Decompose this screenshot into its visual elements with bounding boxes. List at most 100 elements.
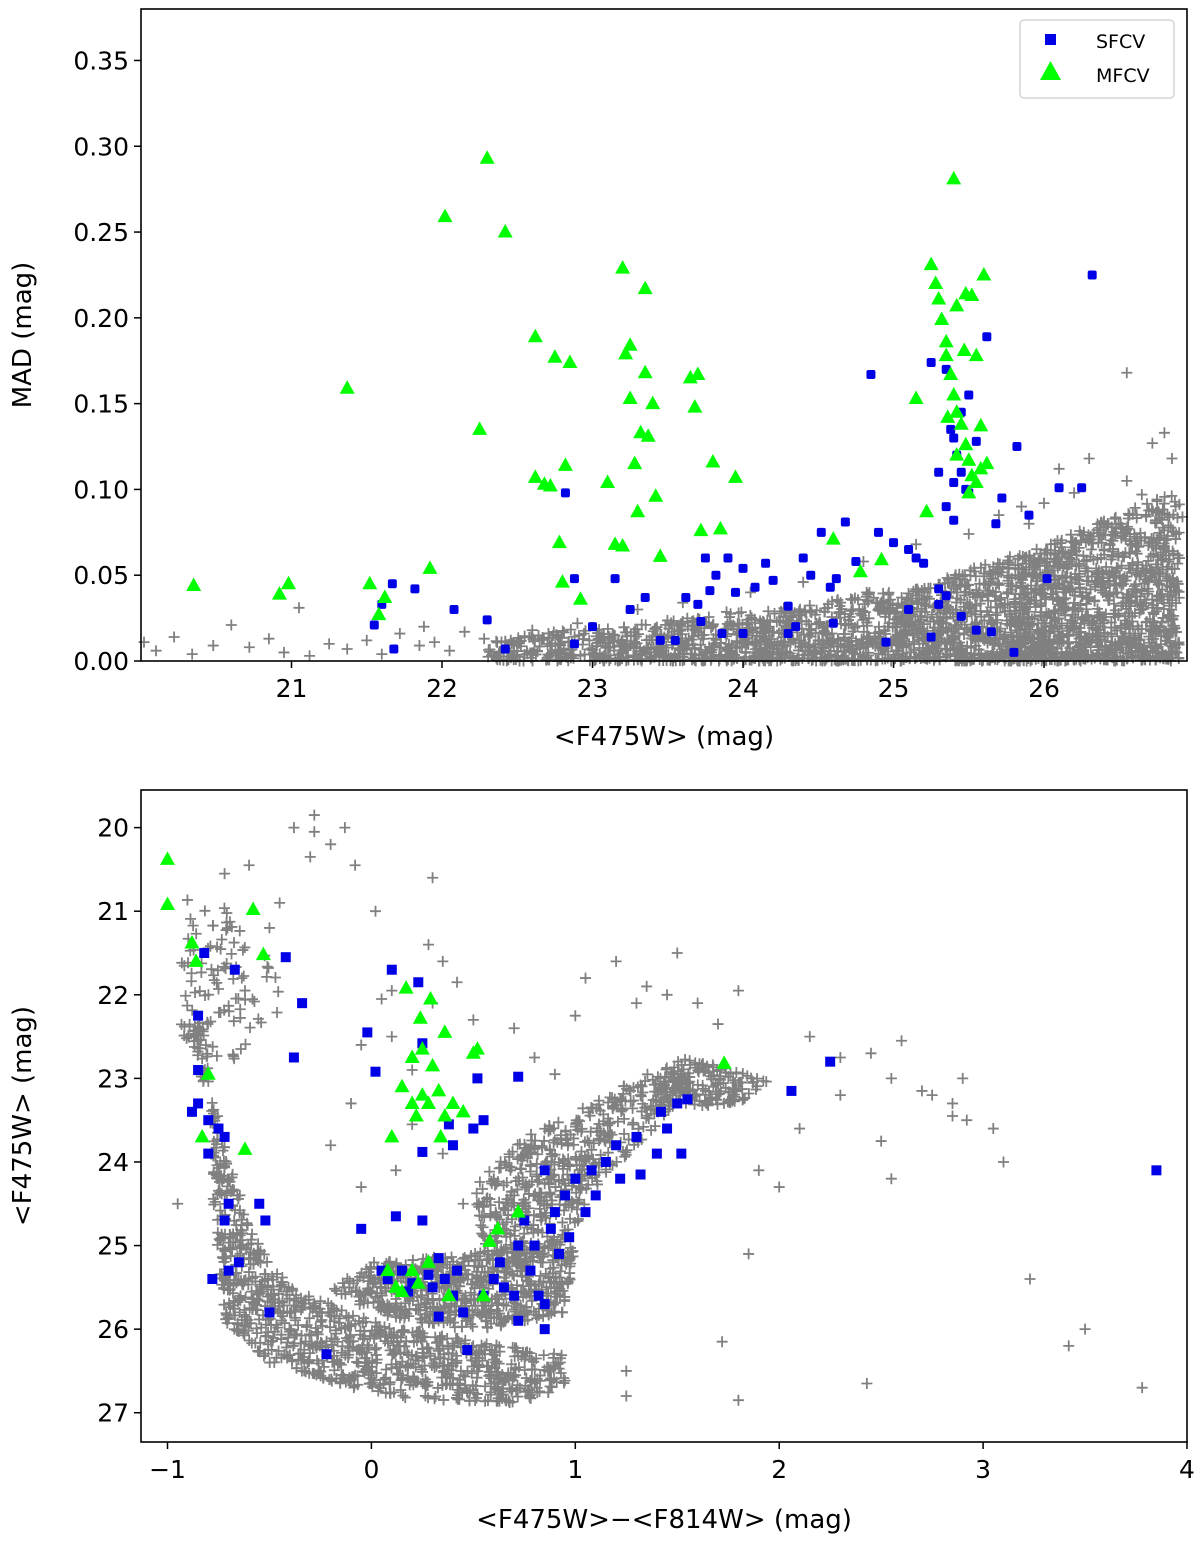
- all-star-point: [849, 648, 861, 660]
- sfcv-point: [625, 605, 635, 615]
- sfcv-point: [991, 519, 1001, 529]
- all-star-point: [534, 640, 546, 652]
- top-x-axis: 21 22 23 24 25 26: [276, 661, 1060, 703]
- all-star-point: [787, 634, 799, 646]
- all-star-point: [675, 617, 687, 629]
- sfcv-point: [670, 635, 680, 645]
- all-star-point: [577, 633, 589, 645]
- all-star-point: [899, 615, 911, 627]
- sfcv-point: [569, 574, 579, 584]
- all-star-point: [923, 593, 935, 605]
- all-star-point: [733, 607, 745, 619]
- sfcv-point: [738, 563, 748, 573]
- sfcv-point: [926, 357, 936, 367]
- sfcv-point: [1077, 483, 1087, 493]
- all-star-point: [858, 626, 870, 638]
- all-star-point: [863, 630, 875, 642]
- y-tick-label: 0.35: [73, 46, 129, 75]
- all-star-point: [759, 645, 771, 657]
- sfcv-point: [569, 639, 579, 649]
- all-star-point: [991, 577, 1003, 589]
- all-star-point: [897, 633, 909, 645]
- all-star-point: [931, 611, 943, 623]
- all-star-point: [956, 642, 968, 654]
- sfcv-point: [941, 502, 951, 512]
- all-star-point: [832, 633, 844, 645]
- all-star-point: [662, 648, 674, 660]
- all-star-point: [771, 616, 783, 628]
- all-star-point: [906, 595, 918, 607]
- all-star-point: [699, 647, 711, 659]
- sfcv-point: [369, 620, 379, 630]
- sfcv-point: [1024, 510, 1034, 520]
- all-star-point: [740, 617, 752, 629]
- all-star-point: [847, 625, 859, 637]
- sfcv-point: [997, 493, 1007, 503]
- all-star-point: [958, 629, 970, 641]
- all-star-point: [772, 636, 784, 648]
- all-star-point: [703, 611, 715, 623]
- all-star-point: [846, 594, 858, 606]
- sfcv-point: [934, 467, 944, 477]
- all-star-point: [1004, 610, 1016, 622]
- all-star-point: [674, 644, 686, 656]
- sfcv-point: [700, 553, 710, 563]
- all-star-point: [954, 574, 966, 586]
- sfcv-point: [866, 369, 876, 379]
- all-star-point: [597, 631, 609, 643]
- all-star-point: [537, 631, 549, 643]
- all-star-point: [754, 622, 766, 634]
- x-tick-label: 22: [426, 674, 458, 703]
- all-star-point: [640, 643, 652, 655]
- all-star-point: [968, 653, 980, 665]
- sfcv-point: [783, 601, 793, 611]
- all-star-point: [892, 645, 904, 657]
- all-star-point: [984, 634, 996, 646]
- sfcv-point: [873, 527, 883, 537]
- all-star-point: [525, 648, 537, 660]
- mad-vs-magnitude-panel: 21 22 23 24 25 26 0.000.050.100.150.200.250.3…: [8, 8, 1188, 752]
- all-star-point: [859, 606, 871, 618]
- all-star-point: [933, 637, 945, 649]
- sfcv-point: [881, 637, 891, 647]
- all-star-point: [905, 646, 917, 658]
- all-star-point: [935, 618, 947, 630]
- sfcv-point: [1009, 647, 1019, 657]
- all-star-point: [901, 593, 913, 605]
- all-star-point: [507, 650, 519, 662]
- all-star-point: [486, 649, 498, 661]
- sfcv-point: [610, 574, 620, 584]
- all-star-point: [631, 623, 643, 635]
- legend-sfcv-marker: [1045, 34, 1056, 45]
- all-star-point: [541, 654, 553, 666]
- all-star-point: [1068, 597, 1080, 609]
- all-star-point: [920, 600, 932, 612]
- all-star-point: [804, 606, 816, 618]
- all-star-point: [677, 616, 689, 628]
- sfcv-point: [949, 478, 959, 488]
- sfcv-point: [588, 622, 598, 632]
- all-star-point: [822, 598, 834, 610]
- all-star-point: [990, 586, 1002, 598]
- sfcv-point: [482, 615, 492, 625]
- all-star-point: [896, 654, 908, 666]
- all-star-point: [782, 636, 794, 648]
- all-star-point: [594, 648, 606, 660]
- all-star-point: [696, 629, 708, 641]
- all-star-point: [835, 597, 847, 609]
- all-star-point: [649, 622, 661, 634]
- all-star-point: [833, 607, 845, 619]
- all-star-point: [814, 616, 826, 628]
- all-star-point: [769, 608, 781, 620]
- all-star-point: [615, 637, 627, 649]
- all-star-point: [853, 603, 865, 615]
- all-star-point: [842, 638, 854, 650]
- all-star-point: [529, 635, 541, 647]
- all-star-point: [907, 628, 919, 640]
- all-star-point: [950, 620, 962, 632]
- sfcv-point: [986, 627, 996, 637]
- all-star-point: [873, 648, 885, 660]
- all-star-point: [646, 634, 658, 646]
- all-star-point: [965, 564, 977, 576]
- all-star-point: [750, 636, 762, 648]
